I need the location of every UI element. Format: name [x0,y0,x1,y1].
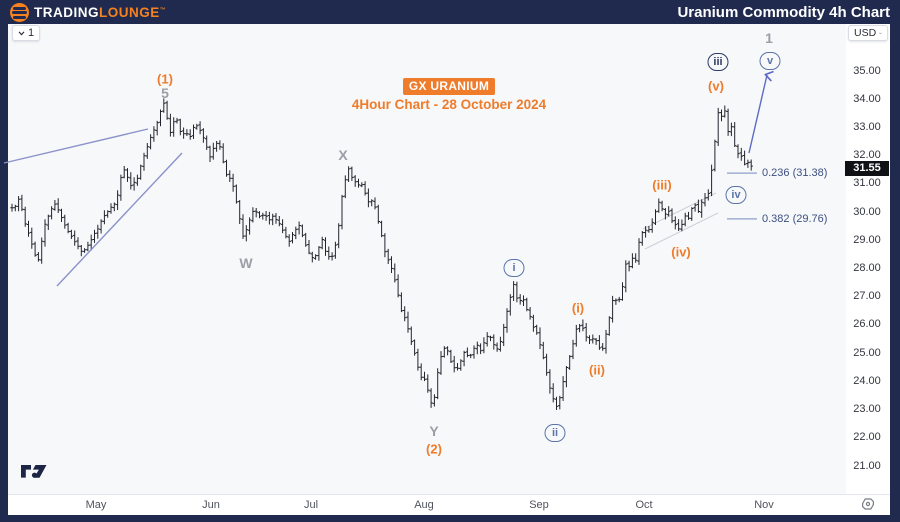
interval-button[interactable]: 1 [12,25,41,41]
price-tick-label: 24.00 [853,374,881,387]
symbol-badge: GX URANIUM [402,77,496,95]
wave-label-2[interactable]: (2) [426,441,442,457]
currency-button[interactable]: USD [848,25,888,41]
header-bar: TRADINGLOUNGE™ Uranium Commodity 4h Char… [0,0,900,24]
brand-text: TRADINGLOUNGE™ [34,5,166,20]
price-tick-label: 33.00 [853,120,881,133]
wave-label-1[interactable]: 1 [765,30,773,46]
wave-label-iii[interactable]: iii [707,53,729,71]
fib-level-label: 0.236 (31.38) [762,167,828,180]
price-tick-label: 31.00 [853,177,881,190]
price-tick-label: 27.00 [853,290,881,303]
fib-level-label: 0.382 (29.76) [762,212,828,225]
wave-label-iv[interactable]: iv [725,186,747,204]
chevron-down-icon [18,30,25,36]
price-tick-label: 21.00 [853,459,881,472]
wave-label-iii[interactable]: (iii) [652,177,672,193]
price-tick-label: 30.00 [853,205,881,218]
month-tick-label: Jun [202,499,220,511]
currency-label: USD [854,27,877,39]
current-price-badge: 31.55 [845,160,889,176]
time-axis[interactable] [8,494,890,515]
price-tick-label: 35.00 [853,64,881,77]
brand-part2: LOUNGE [99,4,160,20]
chart-callout: GX URANIUM 4Hour Chart - 28 October 2024 [309,77,589,112]
month-tick-label: Oct [635,499,653,511]
page-title: Uranium Commodity 4h Chart [677,3,890,21]
wave-label-ii[interactable]: ii [544,424,566,442]
month-tick-label: Nov [754,499,774,511]
tradinglounge-icon [10,2,29,22]
gear-icon[interactable] [860,497,876,511]
wave-label-Y[interactable]: Y [429,423,439,439]
tradingview-logo[interactable] [20,462,48,482]
wave-label-1[interactable]: (1) [157,71,173,87]
wave-label-i[interactable]: (i) [571,300,585,316]
wave-label-i[interactable]: i [503,259,525,277]
price-tick-label: 25.00 [853,346,881,359]
price-tick-label: 29.00 [853,233,881,246]
price-tick-label: 26.00 [853,318,881,331]
price-tick-label: 32.00 [853,149,881,162]
price-tick-label: 22.00 [853,431,881,444]
price-tick-label: 34.00 [853,92,881,105]
wave-label-iv[interactable]: (iv) [671,244,691,260]
interval-label: 1 [28,27,35,39]
wave-label-X[interactable]: X [338,147,348,163]
month-tick-label: Jul [303,499,319,511]
chevron-down-icon [879,32,882,34]
price-tick-label: 28.00 [853,262,881,274]
chart-subtitle: 4Hour Chart - 28 October 2024 [351,97,547,112]
tradinglounge-logo[interactable]: TRADINGLOUNGE™ [10,2,166,22]
wave-label-v[interactable]: (v) [708,78,724,94]
wave-label-v[interactable]: v [759,52,781,70]
price-axis[interactable] [846,24,890,494]
month-tick-label: Sep [529,499,549,511]
wave-label-5[interactable]: 5 [161,85,169,101]
brand-part1: TRADING [34,4,99,20]
month-tick-label: May [85,499,107,511]
price-tick-label: 23.00 [853,403,881,416]
month-tick-label: Aug [414,499,434,511]
wave-label-ii[interactable]: (ii) [589,362,605,378]
wave-label-W[interactable]: W [239,255,253,271]
trademark-symbol: ™ [159,7,167,13]
